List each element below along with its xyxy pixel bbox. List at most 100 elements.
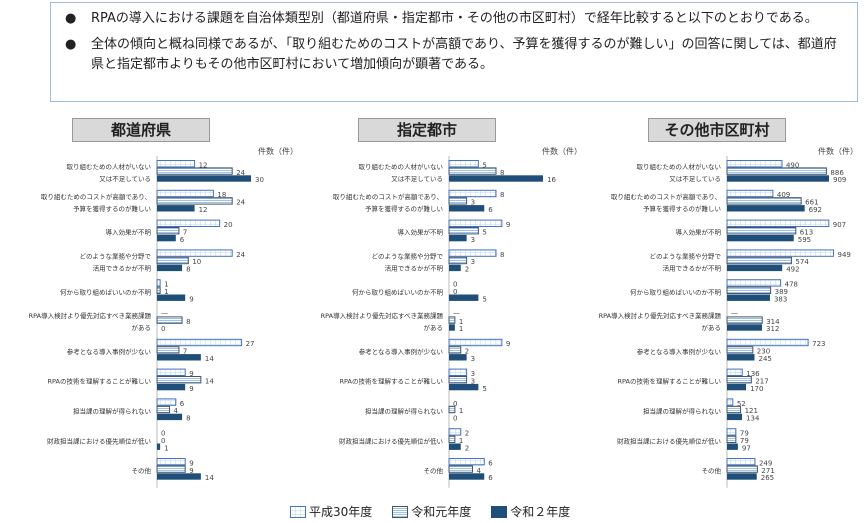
value-label: 24 — [236, 199, 245, 207]
value-label: 217 — [755, 377, 768, 385]
category-label: RPA導入検討より優先対応すべき業務課題 — [29, 311, 152, 320]
value-label: 52 — [737, 400, 746, 408]
value-label: 2 — [465, 348, 469, 356]
bar-令和２年度 — [449, 234, 467, 242]
value-label: 661 — [805, 199, 818, 207]
category-label: がある — [424, 323, 444, 332]
bar-令和元年度 — [448, 316, 456, 324]
bar-令和２年度 — [727, 324, 763, 331]
value-label: 14 — [205, 474, 214, 482]
bar-令和元年度 — [726, 227, 797, 235]
value-label: 79 — [740, 430, 749, 438]
bar-令和２年度 — [157, 205, 195, 212]
bar-令和元年度 — [448, 435, 456, 444]
value-label: 3 — [471, 199, 475, 207]
value-label: 1 — [164, 444, 168, 452]
category-label: 何から取り組めばいいのか不明 — [630, 287, 722, 296]
category-label: 担当課の理解が得られない — [365, 407, 443, 416]
value-label: 312 — [766, 325, 779, 333]
value-label: 134 — [746, 415, 760, 423]
value-label: 1 — [164, 281, 168, 289]
bar-平成30年度 — [726, 458, 756, 466]
chart-title-prefectures: 都道府県 — [72, 118, 210, 142]
value-label: 613 — [800, 228, 813, 236]
bar-令和元年度 — [448, 465, 473, 473]
value-label: 909 — [833, 176, 846, 184]
value-label: 478 — [785, 281, 798, 289]
category-label: 導入効果が不明 — [398, 228, 444, 237]
bar-平成30年度 — [156, 338, 243, 347]
category-label: RPAの技術を理解することが難しい — [618, 377, 721, 386]
bar-平成30年度 — [726, 428, 737, 436]
value-label: 574 — [795, 258, 809, 266]
value-label: 245 — [758, 355, 771, 363]
bullet: ● — [65, 11, 77, 26]
value-label: 389 — [775, 288, 788, 296]
category-label: 何から取り組めばいいのか不明 — [352, 287, 444, 296]
category-label: 又は不足している — [669, 175, 721, 183]
unit-label: 件数（件） — [542, 147, 582, 156]
bar-平成30年度 — [448, 249, 497, 257]
category-label: 財政担当課における優先順位が低い — [47, 436, 151, 445]
value-label: 595 — [798, 236, 811, 244]
value-label: 6 — [488, 206, 493, 214]
bar-令和２年度 — [727, 413, 743, 421]
bar-平成30年度 — [156, 249, 233, 257]
value-label: 9 — [189, 295, 193, 303]
value-label: 314 — [766, 318, 780, 326]
bar-令和元年度 — [156, 405, 171, 414]
bar-令和２年度 — [157, 354, 201, 361]
value-label: 7 — [183, 228, 187, 236]
bar-平成30年度 — [726, 219, 830, 228]
category-label: 活用できるかが不明 — [385, 264, 444, 273]
bar-平成30年度 — [726, 249, 834, 257]
bar-令和元年度 — [726, 376, 752, 384]
value-label: 723 — [812, 340, 825, 348]
bar-令和元年度 — [156, 227, 180, 235]
value-label: 0 — [161, 437, 165, 445]
value-label: 0 — [453, 288, 457, 296]
value-label: 249 — [759, 459, 772, 467]
category-label: 取り組むための人材がいない — [67, 162, 152, 171]
bar-令和２年度 — [157, 234, 176, 242]
value-label: 3 — [471, 377, 475, 385]
value-label: 2 — [465, 430, 469, 438]
value-label: 9 — [189, 467, 193, 475]
bar-平成30年度 — [156, 160, 196, 168]
bar-令和２年度 — [157, 473, 201, 480]
bar-令和元年度 — [156, 286, 161, 295]
value-label: 8 — [186, 415, 190, 423]
value-label: 20 — [224, 221, 233, 229]
bar-令和元年度 — [448, 256, 468, 265]
bar-令和２年度 — [727, 473, 757, 480]
bar-平成30年度 — [156, 219, 221, 228]
value-label: 5 — [482, 295, 486, 303]
value-label: 9 — [189, 370, 193, 378]
category-label: 活用できるかが不明 — [663, 264, 722, 273]
value-label: — — [453, 309, 460, 317]
legend-item-r2: 令和２年度 — [491, 503, 570, 520]
bar-令和２年度 — [449, 354, 467, 361]
bar-令和２年度 — [727, 354, 755, 361]
bar-令和元年度 — [726, 256, 792, 265]
bar-令和元年度 — [726, 167, 827, 175]
bar-令和元年度 — [156, 346, 180, 354]
category-label: 取り組むためのコストが高額であり、 — [333, 192, 443, 201]
bar-平成30年度 — [156, 398, 177, 406]
value-label: 136 — [746, 370, 760, 378]
value-label: 3 — [471, 355, 475, 363]
value-label: 383 — [774, 295, 787, 303]
value-label: 265 — [761, 474, 774, 482]
bar-令和元年度 — [156, 316, 183, 324]
value-label: 18 — [217, 191, 226, 199]
value-label: 4 — [477, 467, 482, 475]
note-2: ● 全体の傾向と概ね同様であるが、「取り組むためのコストが高額であり、予算を獲得す… — [65, 35, 847, 75]
bar-令和２年度 — [449, 205, 485, 212]
category-label: どのような業務や分野で — [650, 252, 722, 261]
category-label: 財政担当課における優先順位が低い — [339, 436, 443, 445]
bar-令和２年度 — [157, 413, 183, 421]
category-label: どのような業務や分野で — [372, 252, 444, 261]
bar-令和２年度 — [449, 294, 479, 301]
value-label: 16 — [547, 176, 556, 184]
